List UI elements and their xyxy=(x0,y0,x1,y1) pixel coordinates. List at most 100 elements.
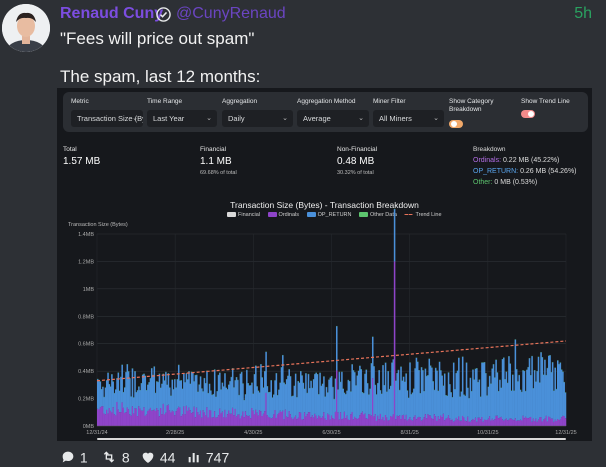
bar-op-return xyxy=(413,388,415,418)
bar-ordinals xyxy=(112,407,114,426)
bar-op-return xyxy=(386,391,388,418)
bar-op-return xyxy=(554,367,556,420)
bar-ordinals xyxy=(98,409,100,426)
chart-legend: Financial Ordinals OP_RETURN Other Data … xyxy=(227,212,448,220)
bar-op-return xyxy=(497,391,500,419)
bar-op-return xyxy=(433,390,436,415)
bar-ordinals xyxy=(527,418,529,426)
bar-ordinals xyxy=(141,410,144,426)
bar-ordinals xyxy=(505,418,508,426)
bar-ordinals xyxy=(222,417,225,426)
bar-ordinals xyxy=(132,413,135,426)
bar-op-return xyxy=(449,384,451,419)
bar-op-return xyxy=(280,367,283,412)
bar-ordinals xyxy=(554,419,556,426)
bar-ordinals xyxy=(374,414,377,426)
bar-ordinals xyxy=(315,415,317,426)
views-button[interactable]: 747 xyxy=(186,448,229,465)
legend-opreturn[interactable]: OP_RETURN xyxy=(306,212,351,218)
avatar[interactable] xyxy=(2,4,50,52)
bar-op-return xyxy=(249,385,252,419)
legend-ordinals[interactable]: Ordinals xyxy=(267,212,299,218)
bar-ordinals xyxy=(524,416,527,426)
bar-ordinals xyxy=(375,420,378,426)
time-range-select[interactable]: Last Year ⌄ xyxy=(147,110,217,127)
author-handle[interactable]: @CunyRenaud xyxy=(176,5,286,22)
bar-op-return xyxy=(261,377,264,417)
bar-ordinals xyxy=(548,416,550,426)
bar-ordinals xyxy=(402,414,405,426)
bar-op-return xyxy=(351,364,353,412)
bar-ordinals xyxy=(356,419,359,426)
bar-op-return xyxy=(434,368,437,417)
bar-ordinals xyxy=(496,415,499,426)
author-name[interactable]: Renaud Cuny xyxy=(60,5,164,22)
bar-ordinals xyxy=(429,415,432,426)
bar-op-return xyxy=(514,339,517,419)
opreturn-value: 0.26 MB (54.26%) xyxy=(520,168,577,175)
bar-op-return xyxy=(410,394,413,420)
bar-ordinals xyxy=(108,408,111,426)
bar-op-return xyxy=(231,368,234,408)
breakdown-other: Other: 0 MB (0.53%) xyxy=(473,179,537,186)
bar-ordinals xyxy=(415,419,418,426)
bar-op-return xyxy=(398,390,401,416)
bar-ordinals xyxy=(138,406,140,426)
bar-ordinals xyxy=(161,414,163,426)
bar-op-return xyxy=(350,391,352,415)
show-trend-toggle[interactable] xyxy=(521,110,535,118)
bar-ordinals xyxy=(117,409,120,426)
bar-ordinals xyxy=(294,415,297,426)
bar-op-return xyxy=(352,370,355,420)
aggregation-method-select[interactable]: Average ⌄ xyxy=(297,110,369,127)
legend-financial[interactable]: Financial xyxy=(227,212,260,218)
bar-ordinals xyxy=(423,417,425,426)
bar-op-return xyxy=(544,359,546,419)
bar-ordinals xyxy=(312,417,315,426)
bar-ordinals xyxy=(122,407,125,426)
retweet-icon xyxy=(103,451,115,463)
bar-ordinals xyxy=(204,415,207,426)
bar-op-return xyxy=(455,373,458,418)
bar-ordinals xyxy=(504,419,506,426)
bar-ordinals xyxy=(465,421,468,426)
bar-op-return xyxy=(492,364,495,421)
bar-op-return xyxy=(447,372,450,416)
bar-ordinals xyxy=(443,420,446,426)
bar-ordinals xyxy=(373,416,375,426)
bar-op-return xyxy=(396,373,398,416)
bar-ordinals xyxy=(212,417,215,426)
bar-op-return xyxy=(420,367,423,421)
bar-ordinals xyxy=(99,407,102,426)
retweet-count: 8 xyxy=(121,449,130,466)
chart-title: Transaction Size (Bytes) - Transaction B… xyxy=(230,200,419,210)
aggregation-select[interactable]: Daily ⌄ xyxy=(222,110,293,127)
metric-select[interactable]: Transaction Size (Bytes)⌄ xyxy=(71,110,143,127)
dashboard-image[interactable]: Metric Transaction Size (Bytes)⌄ Time Ra… xyxy=(57,88,592,441)
bar-ordinals xyxy=(500,416,503,426)
bar-op-return xyxy=(357,371,360,419)
retweet-button[interactable]: 8 xyxy=(100,448,130,465)
bar-op-return xyxy=(510,390,513,419)
miner-filter-select[interactable]: All Miners ⌄ xyxy=(373,110,444,127)
bar-ordinals xyxy=(252,410,255,426)
bar-op-return xyxy=(536,371,538,422)
reply-button[interactable]: 1 xyxy=(60,448,88,465)
like-button[interactable]: 44 xyxy=(140,448,175,465)
bar-op-return xyxy=(328,379,330,415)
legend-trend[interactable]: Trend Line xyxy=(404,212,442,218)
bar-ordinals xyxy=(544,418,546,426)
bar-op-return xyxy=(437,391,440,417)
bar-ordinals xyxy=(238,414,240,426)
bar-op-return xyxy=(321,383,324,417)
bar-op-return xyxy=(176,379,179,409)
bar-op-return xyxy=(515,369,518,421)
show-category-toggle[interactable] xyxy=(449,120,463,128)
bar-op-return xyxy=(274,380,276,410)
post-time[interactable]: 5h xyxy=(574,5,592,22)
bar-ordinals xyxy=(180,416,183,426)
bar-ordinals xyxy=(558,420,560,426)
legend-other[interactable]: Other Data xyxy=(359,212,397,218)
bar-ordinals xyxy=(468,421,470,426)
bar-ordinals xyxy=(193,406,195,426)
